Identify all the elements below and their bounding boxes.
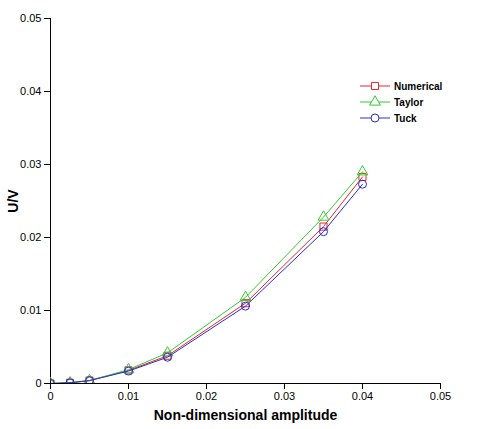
svg-text:0.04: 0.04 (352, 390, 373, 402)
html-text:Numerical: Numerical (394, 80, 443, 92)
svg-text:0.01: 0.01 (118, 390, 139, 402)
svg-text:0.01: 0.01 (20, 304, 41, 316)
svg-text:0.03: 0.03 (274, 390, 295, 402)
svg-text:0.02: 0.02 (196, 390, 217, 402)
svg-text:0.02: 0.02 (20, 231, 41, 243)
html-text:Tuck: Tuck (394, 112, 417, 124)
svg-text:U/V: U/V (5, 189, 21, 213)
svg-text:0.05: 0.05 (20, 12, 41, 24)
html-text:Taylor: Taylor (394, 96, 424, 108)
svg-text:0: 0 (47, 390, 53, 402)
svg-text:0.03: 0.03 (20, 158, 41, 170)
svg-text:Non-dimensional amplitude: Non-dimensional amplitude (154, 407, 338, 423)
svg-text:0: 0 (35, 377, 41, 389)
svg-text:0.04: 0.04 (20, 85, 41, 97)
svg-text:0.05: 0.05 (430, 390, 451, 402)
